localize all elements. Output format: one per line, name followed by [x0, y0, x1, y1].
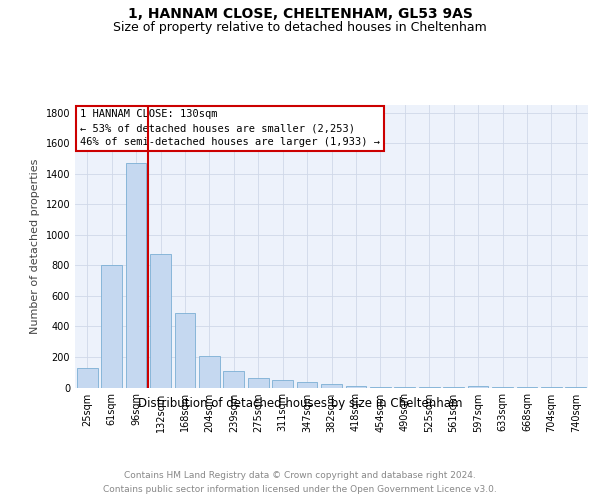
- Bar: [77, 368, 98, 388]
- Text: 1 HANNAM CLOSE: 130sqm
← 53% of detached houses are smaller (2,253)
46% of semi-: 1 HANNAM CLOSE: 130sqm ← 53% of detached…: [80, 109, 380, 147]
- Bar: [101, 266, 122, 388]
- Y-axis label: Number of detached properties: Number of detached properties: [30, 158, 40, 334]
- Bar: [272, 380, 293, 388]
- Bar: [223, 370, 244, 388]
- Text: Contains public sector information licensed under the Open Government Licence v3: Contains public sector information licen…: [103, 485, 497, 494]
- Bar: [125, 163, 146, 388]
- Bar: [321, 384, 342, 388]
- Text: 1, HANNAM CLOSE, CHELTENHAM, GL53 9AS: 1, HANNAM CLOSE, CHELTENHAM, GL53 9AS: [128, 8, 472, 22]
- Bar: [150, 254, 171, 388]
- Bar: [346, 386, 367, 388]
- Text: Distribution of detached houses by size in Cheltenham: Distribution of detached houses by size …: [138, 398, 462, 410]
- Bar: [199, 356, 220, 388]
- Bar: [467, 386, 488, 388]
- Bar: [248, 378, 269, 388]
- Text: Size of property relative to detached houses in Cheltenham: Size of property relative to detached ho…: [113, 21, 487, 34]
- Bar: [175, 312, 196, 388]
- Text: Contains HM Land Registry data © Crown copyright and database right 2024.: Contains HM Land Registry data © Crown c…: [124, 471, 476, 480]
- Bar: [296, 382, 317, 388]
